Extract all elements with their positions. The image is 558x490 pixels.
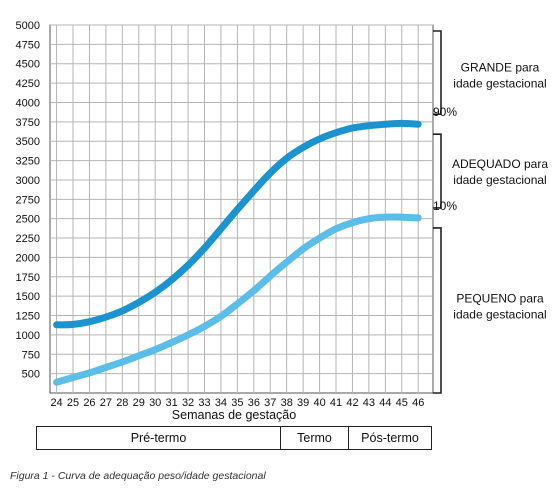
y-tick-label: 1250	[16, 311, 40, 323]
band-label-grande: GRANDE para	[461, 61, 540, 75]
x-tick-label: 44	[379, 397, 391, 409]
period-bar: Pré-termo Termo Pós-termo	[36, 426, 432, 450]
period-post-term: Pós-termo	[361, 431, 419, 445]
band-label-adequado: ADEQUADO para	[452, 157, 548, 171]
y-tick-label: 3000	[16, 175, 40, 187]
x-tick-label: 32	[182, 397, 194, 409]
x-tick-label: 36	[248, 397, 260, 409]
y-tick-label: 4750	[16, 39, 40, 51]
x-tick-label: 34	[215, 397, 227, 409]
x-tick-label: 46	[412, 397, 424, 409]
x-tick-label: 37	[264, 397, 276, 409]
band-label-pequeno-line2: idade gestacional	[453, 307, 546, 321]
x-tick-label: 41	[330, 397, 342, 409]
y-tick-label: 3250	[16, 156, 40, 168]
period-term: Termo	[281, 427, 349, 449]
x-tick-label: 35	[231, 397, 243, 409]
x-tick-label: 40	[313, 397, 325, 409]
band-brackets: 90% 10% GRANDE para idade gestacional ADEQUA…	[433, 30, 548, 394]
x-axis-label: Semanas de gestação	[172, 408, 296, 422]
y-tick-label: 1500	[16, 291, 40, 303]
band-label-adequado-line2: idade gestacional	[453, 173, 546, 187]
series-line-10	[53, 213, 422, 386]
x-tick-label: 27	[100, 397, 112, 409]
x-axis-ticks: 24 25 26 27 28 29 30 31 32 33 34 35 36 37 38 39 40 41 42 43…	[50, 397, 424, 409]
x-tick-label: 29	[133, 397, 145, 409]
y-tick-label: 2250	[16, 233, 40, 245]
y-tick-label: 2000	[16, 252, 40, 264]
y-tick-label: 4000	[16, 97, 40, 109]
y-tick-label: 4500	[16, 59, 40, 71]
y-axis-ticks: 500 750 1000 1250 1500 1750 2000 2250 2500 2750 30…	[16, 20, 40, 381]
x-tick-label: 31	[166, 397, 178, 409]
bracket-adequado	[433, 133, 442, 209]
weight-gestational-age-chart: 500 750 1000 1250 1500 1750 2000 2250 2500 2750 30…	[16, 20, 549, 422]
y-tick-label: 4250	[16, 78, 40, 90]
bracket-grande	[433, 30, 442, 115]
percentile-10-label: 10%	[433, 199, 457, 213]
x-tick-label: 39	[297, 397, 309, 409]
y-tick-label: 3750	[16, 117, 40, 129]
chart-grid	[49, 24, 434, 394]
x-tick-label: 45	[396, 397, 408, 409]
series-line-90	[53, 119, 422, 329]
x-tick-label: 28	[116, 397, 128, 409]
y-tick-label: 750	[22, 349, 40, 361]
y-tick-label: 5000	[16, 20, 40, 32]
x-tick-label: 25	[67, 397, 79, 409]
period-pre-term: Pré-termo	[37, 427, 281, 449]
x-tick-label: 24	[50, 397, 62, 409]
x-tick-label: 30	[149, 397, 161, 409]
percentile-90-label: 90%	[433, 105, 457, 119]
y-tick-label: 2500	[16, 214, 40, 226]
x-tick-label: 43	[363, 397, 375, 409]
band-label-grande-line2: idade gestacional	[453, 77, 546, 91]
x-tick-label: 42	[346, 397, 358, 409]
y-tick-label: 1000	[16, 330, 40, 342]
band-label-pequeno: PEQUENO para	[456, 291, 544, 305]
figure-caption: Figura 1 - Curva de adequação peso/idade…	[10, 470, 266, 482]
x-tick-label: 33	[198, 397, 210, 409]
y-tick-label: 3500	[16, 136, 40, 148]
series-lines	[53, 119, 422, 386]
x-tick-label: 26	[83, 397, 95, 409]
y-tick-label: 1750	[16, 272, 40, 284]
y-tick-label: 2750	[16, 194, 40, 206]
y-tick-label: 500	[22, 369, 40, 381]
x-tick-label: 38	[281, 397, 293, 409]
bracket-pequeno	[433, 227, 442, 394]
